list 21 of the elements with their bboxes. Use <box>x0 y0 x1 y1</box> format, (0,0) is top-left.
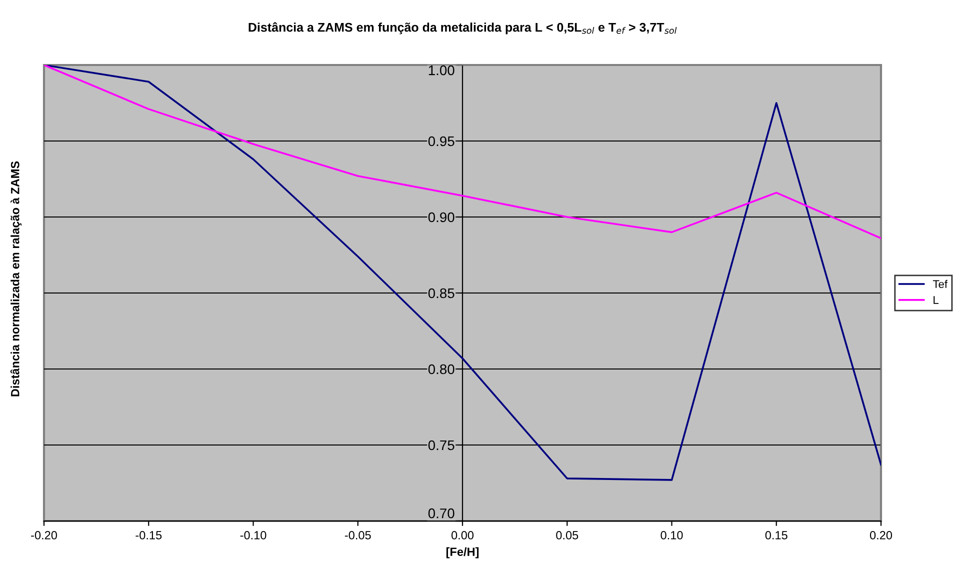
y-tick-label: 0.85 <box>428 288 454 298</box>
x-tick-label: 0.20 <box>870 531 892 540</box>
x-tick-label: 0.15 <box>765 531 788 540</box>
y-tick-label: 0.70 <box>428 508 454 518</box>
x-tick-label: 0.00 <box>451 531 474 540</box>
x-tick-label: -0.20 <box>31 531 57 540</box>
y-tick-label: 0.90 <box>428 212 454 222</box>
y-tick-label: 0.75 <box>428 440 454 450</box>
y-tick-label: 0.95 <box>428 136 454 146</box>
x-tick-label: -0.05 <box>344 531 371 540</box>
y-axis-title: Distância normalizada em ralação à ZAMS <box>10 161 22 396</box>
x-tick-label: 0.10 <box>660 531 683 540</box>
y-tick-label: 0.80 <box>428 364 454 374</box>
x-axis-title: [Fe/H] <box>446 547 479 558</box>
y-tick-label: 1.00 <box>428 65 454 76</box>
x-tick-label: 0.05 <box>556 531 578 540</box>
legend-label: L <box>934 296 939 304</box>
x-tick-label: -0.15 <box>136 531 162 540</box>
legend-label: Tef <box>932 280 948 288</box>
chart-title: Distância a ZAMS em função da metalicida para L < 0,5L$_{sol}$ e T$_{ef}$ > 3,7T$_{sol}$ <box>248 22 677 34</box>
x-tick-label: -0.10 <box>240 531 266 540</box>
